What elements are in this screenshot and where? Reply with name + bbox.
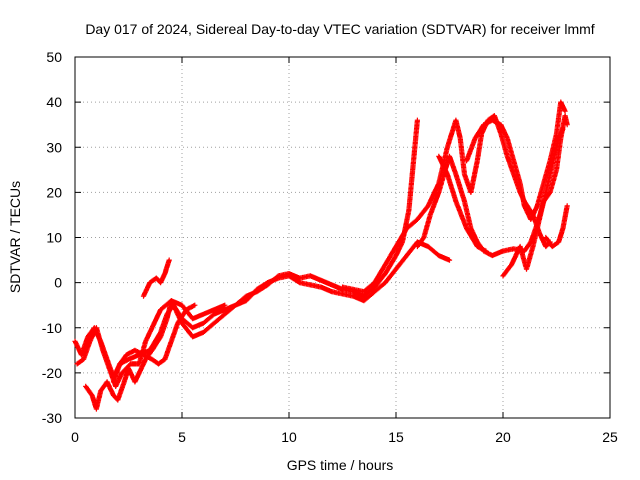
x-tick-label: 20 xyxy=(495,429,511,445)
grid-layer xyxy=(75,57,610,418)
x-tick-label: 15 xyxy=(388,429,404,445)
y-tick-label: 50 xyxy=(46,49,62,65)
series-trace-b xyxy=(74,239,453,389)
y-tick-label: 30 xyxy=(46,139,62,155)
series-trace-j xyxy=(500,126,566,279)
y-tick-label: 20 xyxy=(46,184,62,200)
x-tick-label: 10 xyxy=(281,429,297,445)
series-trace-d xyxy=(140,257,172,299)
x-axis-label: GPS time / hours xyxy=(287,457,394,473)
y-tick-label: 0 xyxy=(54,275,62,291)
series-trace-h xyxy=(436,153,489,254)
y-tick-label: 10 xyxy=(46,230,62,246)
y-tick-label: 40 xyxy=(46,94,62,110)
x-tick-label: 0 xyxy=(71,429,79,445)
series-trace-k xyxy=(543,203,570,250)
x-tick-label: 5 xyxy=(178,429,186,445)
ticks-layer xyxy=(74,56,611,419)
y-tick-label: -30 xyxy=(42,410,62,426)
x-tick-labels: 0 5 10 15 20 25 xyxy=(71,429,618,445)
y-tick-labels: -30 -20 -10 0 10 20 30 40 50 xyxy=(42,49,62,426)
x-tick-label: 25 xyxy=(602,429,618,445)
series-trace-e xyxy=(110,302,198,385)
y-tick-label: -10 xyxy=(42,320,62,336)
series-trace-i xyxy=(464,99,568,222)
series-trace-a xyxy=(72,117,420,380)
data-marks xyxy=(72,99,570,412)
y-axis-label: SDTVAR / TECUs xyxy=(7,181,23,293)
y-tick-label: -20 xyxy=(42,365,62,381)
series-trace-f xyxy=(339,113,553,295)
chart-title: Day 017 of 2024, Sidereal Day-to-day VTE… xyxy=(85,21,594,37)
